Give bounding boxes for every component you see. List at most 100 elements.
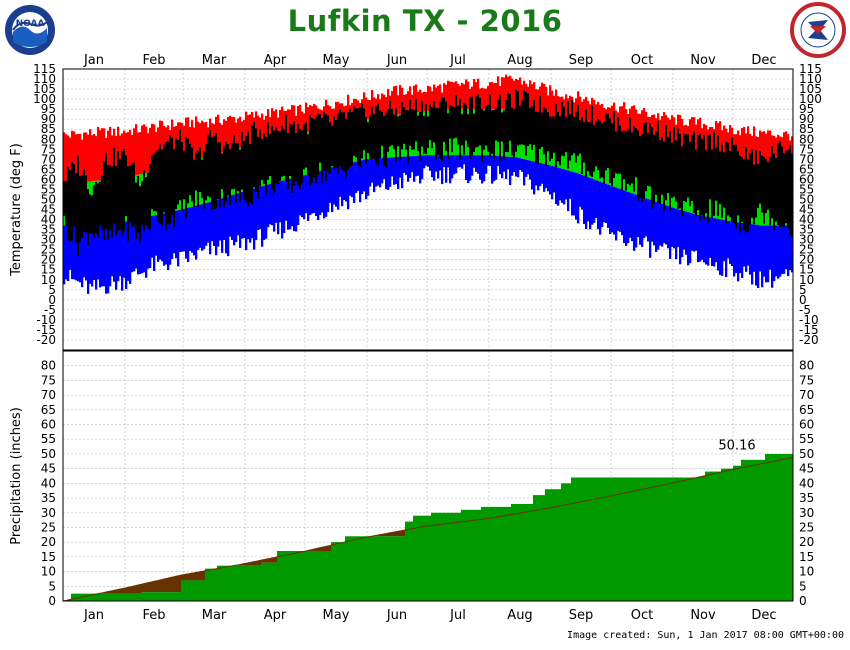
precipitation-tick-label-left: 25: [41, 520, 56, 534]
precipitation-observed-bar: [411, 521, 414, 601]
record-high-bar: [367, 99, 370, 119]
record-low-bar: [619, 188, 622, 232]
precipitation-observed-bar: [189, 580, 192, 601]
precipitation-observed-bar: [711, 471, 714, 601]
temperature-tick-label-left: 100: [33, 92, 56, 106]
precipitation-observed-bar: [453, 512, 456, 601]
observed-temperature-bar: [535, 111, 538, 163]
month-label-top: May: [323, 53, 350, 68]
record-low-bar: [239, 192, 242, 248]
record-high-bar: [433, 84, 436, 111]
record-low-bar: [83, 225, 86, 278]
precipitation-deficit-bar: [185, 574, 188, 581]
month-label-top: Mar: [202, 53, 227, 68]
record-low-bar: [695, 214, 698, 251]
observed-temperature-bar: [663, 141, 666, 211]
observed-temperature-bar: [757, 163, 760, 209]
observed-temperature-bar: [497, 99, 500, 142]
precipitation-observed-bar: [285, 551, 288, 601]
observed-temperature-bar: [281, 125, 284, 177]
precipitation-observed-bar: [765, 453, 768, 601]
record-high-bar: [439, 84, 442, 111]
record-low-bar: [75, 225, 78, 281]
precipitation-observed-bar: [727, 468, 730, 601]
record-high-bar: [595, 104, 598, 129]
precipitation-deficit-bar: [379, 534, 382, 537]
record-low-bar: [281, 180, 284, 239]
precipitation-observed-bar: [779, 453, 782, 601]
precipitation-deficit-bar: [135, 585, 138, 594]
record-high-bar: [551, 90, 554, 118]
record-high-bar: [143, 124, 146, 174]
record-high-bar: [183, 125, 186, 163]
record-low-bar: [127, 221, 130, 281]
precipitation-observed-bar: [107, 593, 110, 601]
record-low-bar: [233, 194, 236, 246]
record-high-bar: [653, 114, 656, 148]
precipitation-deficit-bar: [321, 547, 324, 551]
precipitation-observed-bar: [283, 551, 286, 601]
record-low-bar: [589, 177, 592, 230]
precipitation-observed-bar: [359, 536, 362, 601]
observed-temperature-bar: [71, 162, 74, 241]
observed-temperature-bar: [543, 106, 546, 155]
precipitation-observed-bar: [387, 536, 390, 601]
observed-temperature-bar: [561, 101, 564, 156]
temperature-tick-label-right: 70: [799, 152, 814, 166]
record-low-bar: [569, 171, 572, 199]
observed-temperature-bar: [193, 159, 196, 207]
record-low-bar: [711, 217, 714, 266]
precipitation-observed-bar: [257, 565, 260, 601]
record-high-bar: [581, 101, 584, 125]
temperature-tick-label-right: 0: [799, 293, 807, 307]
record-high-bar: [495, 82, 498, 110]
record-low-bar: [697, 214, 700, 263]
temperature-tick-label-left: 110: [33, 72, 56, 86]
temperature-tick-label-left: 0: [48, 293, 56, 307]
record-low-bar: [715, 218, 718, 263]
precipitation-observed-bar: [381, 536, 384, 601]
observed-temperature-bar: [581, 117, 584, 175]
record-low-bar: [693, 213, 696, 252]
precipitation-observed-bar: [665, 477, 668, 601]
precipitation-deficit-bar: [173, 576, 176, 593]
record-low-bar: [785, 225, 788, 270]
record-high-bar: [647, 116, 650, 146]
record-high-bar: [115, 135, 118, 179]
record-high-bar: [431, 91, 434, 111]
precipitation-observed-bar: [721, 468, 724, 601]
observed-temperature-bar: [587, 121, 590, 172]
record-high-bar: [79, 133, 82, 183]
observed-temperature-bar: [759, 150, 762, 204]
precipitation-deficit-bar: [399, 531, 402, 537]
observed-temperature-bar: [511, 107, 514, 156]
record-high-bar: [695, 124, 698, 164]
record-high-bar: [91, 135, 94, 182]
record-low-bar: [483, 155, 486, 182]
observed-temperature-bar: [709, 134, 712, 200]
precipitation-observed-bar: [773, 453, 776, 601]
observed-temperature-bar: [155, 151, 158, 212]
record-high-bar: [547, 95, 550, 117]
record-low-bar: [67, 225, 70, 282]
observed-temperature-bar: [277, 130, 280, 184]
precipitation-observed-bar: [357, 536, 360, 601]
precipitation-observed-bar: [355, 536, 358, 601]
precipitation-observed-bar: [673, 477, 676, 601]
precipitation-deficit-bar: [141, 584, 144, 593]
precipitation-observed-bar: [391, 536, 394, 601]
temperature-tick-label-right: 115: [799, 62, 822, 76]
observed-temperature-bar: [285, 114, 288, 182]
record-low-bar: [493, 155, 496, 182]
record-low-bar: [731, 221, 734, 266]
observed-temperature-bar: [721, 144, 724, 218]
observed-temperature-bar: [783, 153, 786, 227]
precipitation-observed-bar: [103, 593, 106, 601]
record-low-bar: [709, 217, 712, 258]
precipitation-observed-bar: [633, 477, 636, 601]
record-high-bar: [307, 107, 310, 133]
precipitation-observed-bar: [791, 453, 793, 601]
precipitation-observed-bar: [699, 477, 702, 601]
record-high-bar: [237, 118, 240, 149]
observed-temperature-bar: [555, 104, 558, 168]
